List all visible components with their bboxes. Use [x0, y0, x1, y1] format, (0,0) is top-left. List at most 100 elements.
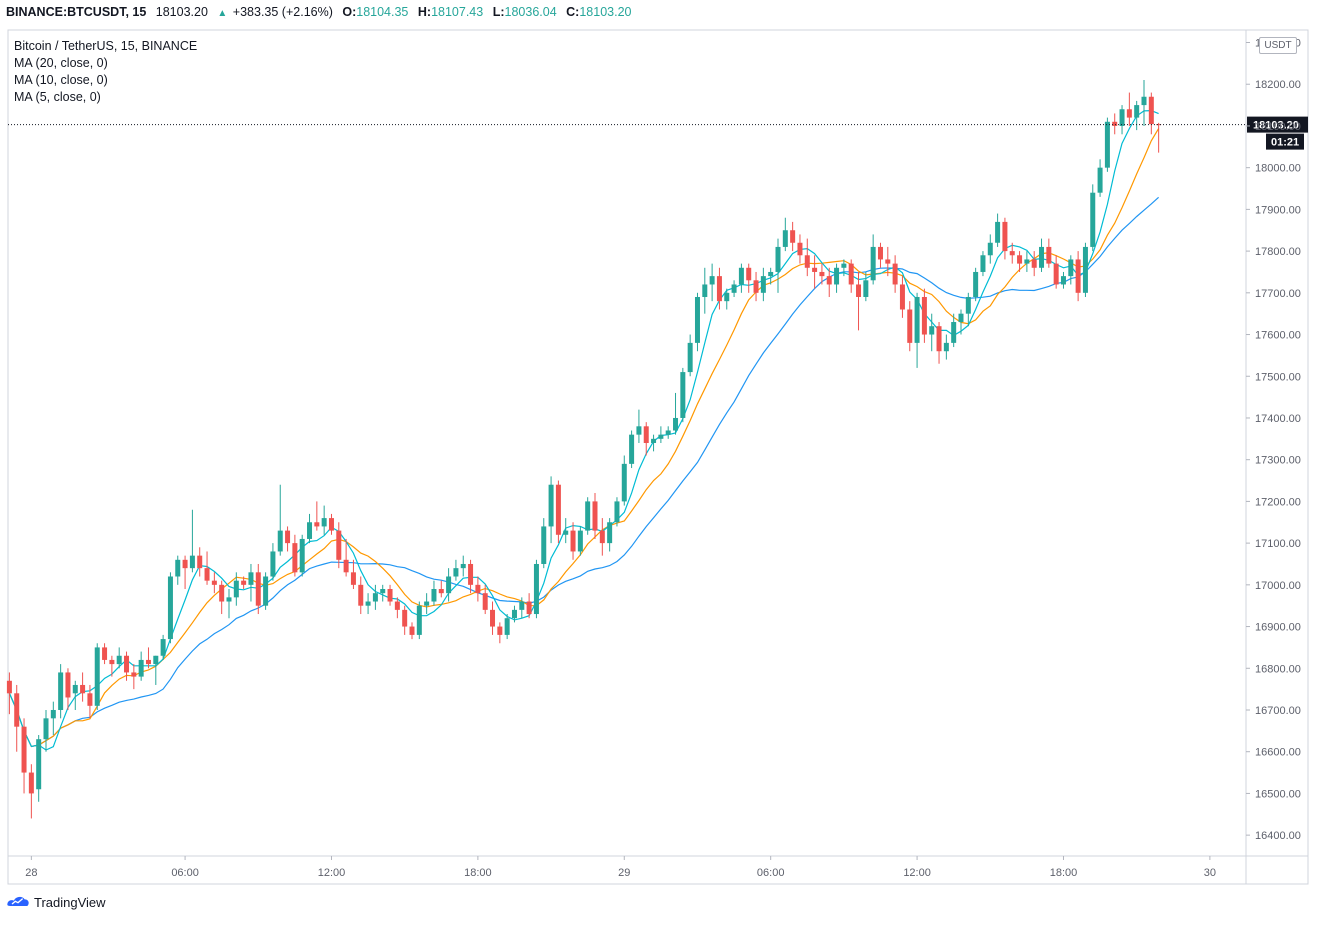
candle-down	[526, 593, 532, 619]
candle-up	[694, 292, 700, 352]
candle-up	[153, 655, 159, 685]
candle-body	[160, 639, 166, 656]
candle-body	[775, 246, 781, 272]
price-tick-label: 17100.00	[1255, 538, 1301, 550]
candle-up	[1090, 184, 1096, 252]
price-tick-label: 18200.00	[1255, 79, 1301, 91]
candle-body	[328, 518, 334, 531]
price-tick-label: 16700.00	[1255, 705, 1301, 717]
legend-title[interactable]: Bitcoin / TetherUS, 15, BINANCE	[14, 39, 198, 53]
candle-body	[592, 501, 598, 531]
candle-down	[555, 480, 561, 544]
candle-up	[673, 392, 679, 435]
candle-down	[753, 271, 759, 302]
candle-up	[160, 634, 166, 660]
candle-body	[321, 518, 327, 527]
candle-up	[775, 238, 781, 293]
price-tick-label: 17000.00	[1255, 580, 1301, 592]
candle-body	[753, 280, 759, 293]
candle-up	[446, 568, 452, 602]
candle-up	[270, 543, 276, 581]
candle-down	[387, 584, 393, 606]
candle-up	[453, 559, 459, 581]
candle-down	[219, 580, 225, 615]
candle-down	[936, 322, 942, 364]
candle-down	[570, 522, 576, 560]
candle-down	[1156, 122, 1162, 153]
candle-up	[504, 614, 510, 640]
candle-down	[65, 668, 71, 710]
candle-body	[1141, 96, 1147, 106]
candle-body	[431, 589, 437, 602]
candle-body	[812, 267, 818, 272]
candle-body	[292, 543, 298, 573]
time-axis[interactable]: 28 06:00 12:00 18:00 29 06:00 12:00 18:00 30	[25, 856, 1216, 879]
candle-up	[1141, 80, 1147, 126]
candle-body	[197, 555, 203, 569]
candle-up	[863, 271, 869, 302]
candle-body	[651, 438, 657, 443]
candle-body	[343, 559, 349, 573]
candle-down	[877, 242, 883, 268]
candle-body	[453, 568, 459, 577]
current-price-label: 18103.20	[1253, 120, 1299, 132]
low-value: 18036.04	[504, 5, 557, 19]
candle-body	[226, 597, 232, 602]
candle-body	[1104, 121, 1110, 168]
legend-ma20[interactable]: MA (20, close, 0)	[14, 56, 108, 70]
candle-body	[790, 230, 796, 243]
candle-body	[175, 559, 181, 577]
candle-down	[1126, 92, 1132, 126]
candle-up	[929, 313, 935, 352]
candle-down	[1075, 251, 1081, 302]
candle-down	[1053, 255, 1059, 289]
legend-ma10[interactable]: MA (10, close, 0)	[14, 73, 108, 87]
close-value: 18103.20	[579, 5, 632, 19]
unit-badge[interactable]: USDT	[1259, 37, 1297, 54]
candle-up	[424, 593, 430, 615]
legend-ma5[interactable]: MA (5, close, 0)	[14, 90, 101, 104]
chart-legend: Bitcoin / TetherUS, 15, BINANCE MA (20, …	[14, 38, 197, 106]
symbol-label[interactable]: BINANCE:BTCUSDT, 15	[6, 5, 147, 19]
candle-body	[760, 276, 766, 293]
candle-down	[292, 534, 298, 577]
price-tick-label: 17900.00	[1255, 204, 1301, 216]
candle-up	[1082, 242, 1088, 297]
candle-down	[592, 493, 598, 539]
price-axis[interactable]: 16400.00 16500.00 16600.00 16700.00 16800.00…	[1246, 38, 1301, 843]
candle-down	[468, 559, 474, 594]
candle-body	[380, 589, 386, 594]
candle-body	[1046, 246, 1052, 264]
candle-down	[145, 647, 151, 669]
candle-body	[980, 255, 986, 272]
candle-body	[731, 284, 737, 293]
candle-body	[738, 267, 744, 285]
candle-body	[1009, 251, 1015, 256]
candle-up	[1068, 255, 1074, 285]
candle-down	[124, 651, 130, 681]
candle-up	[870, 234, 876, 285]
time-tick-label: 12:00	[903, 867, 931, 879]
candle-up	[680, 367, 686, 423]
candle-body	[307, 522, 313, 539]
price-tick-label: 16600.00	[1255, 747, 1301, 759]
candle-down	[438, 580, 444, 598]
candle-body	[490, 609, 496, 627]
candle-up	[687, 334, 693, 377]
candle-up	[1097, 159, 1103, 197]
candle-body	[504, 618, 510, 635]
branding[interactable]: TradingView	[6, 894, 106, 910]
candle-body	[914, 296, 920, 343]
brand-name: TradingView	[34, 894, 106, 910]
candle-body	[1075, 259, 1081, 293]
candle-up	[760, 267, 766, 302]
candle-body	[1148, 96, 1154, 125]
candle-body	[255, 572, 261, 606]
candle-up	[614, 497, 620, 527]
candle-down	[482, 584, 488, 615]
candle-down	[819, 263, 825, 285]
candle-body	[21, 726, 27, 773]
candle-down	[790, 221, 796, 252]
candle-body	[1053, 263, 1059, 285]
